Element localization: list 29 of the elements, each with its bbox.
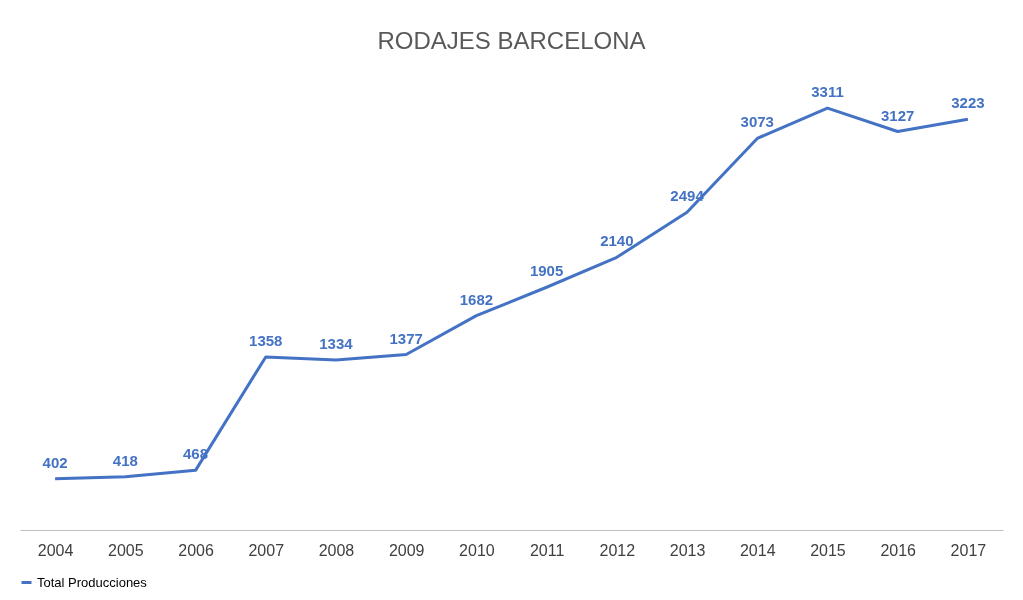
data-label: 1377	[389, 329, 423, 347]
x-tick-label: 2004	[37, 541, 74, 559]
x-tick-label: 2009	[388, 541, 425, 559]
x-tick-label: 2015	[810, 541, 846, 559]
x-tick-label: 2012	[599, 541, 636, 559]
data-label: 2140	[600, 232, 634, 250]
data-label: 1358	[249, 331, 283, 349]
x-tick-label: 2006	[178, 541, 214, 559]
x-tick-label: 2005	[108, 541, 144, 559]
data-label: 2494	[670, 187, 705, 205]
x-tick-label: 2010	[459, 541, 495, 559]
x-tick-label: 2016	[880, 541, 917, 559]
chart-title: RODAJES BARCELONA	[377, 27, 646, 54]
data-label: 1682	[459, 290, 494, 308]
data-label: 3127	[880, 106, 915, 124]
legend-label: Total Producciones	[37, 574, 148, 590]
data-label: 1905	[529, 262, 564, 280]
x-tick-label: 2007	[248, 541, 285, 559]
data-label: 3223	[951, 94, 985, 112]
x-tick-label: 2011	[529, 541, 565, 559]
x-tick-label: 2013	[669, 541, 706, 559]
data-label: 3073	[740, 113, 774, 131]
x-tick-label: 2017	[950, 541, 987, 559]
data-label: 3311	[811, 83, 844, 101]
x-tick-label: 2014	[739, 541, 776, 559]
x-tick-label: 2008	[318, 541, 355, 559]
data-label: 418	[112, 451, 138, 469]
data-label: 402	[42, 453, 68, 471]
data-label: 1334	[319, 335, 354, 353]
